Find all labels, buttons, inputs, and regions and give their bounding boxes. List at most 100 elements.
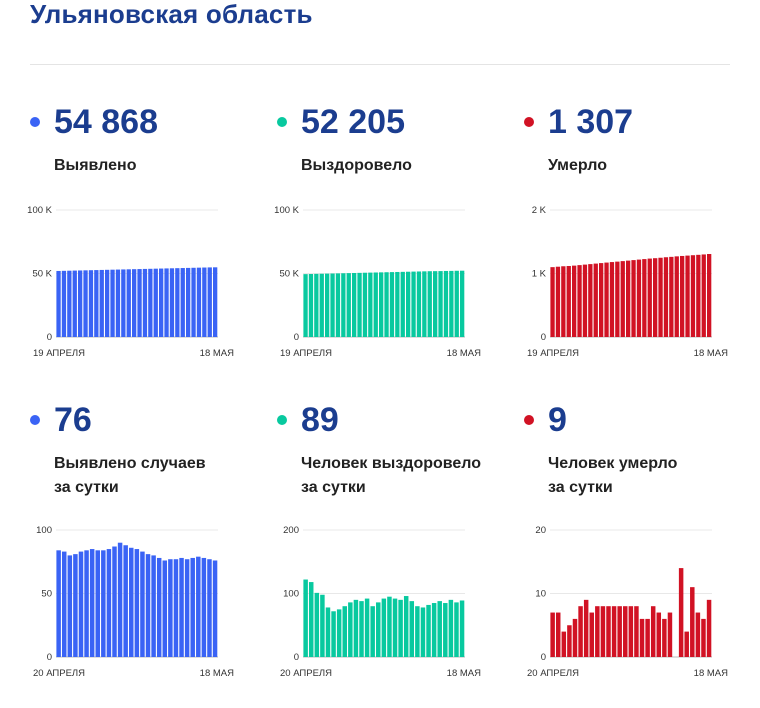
bar (389, 272, 395, 337)
bar (364, 598, 370, 657)
bar (331, 611, 336, 657)
bar (142, 268, 148, 337)
bar (636, 259, 642, 337)
bar (112, 546, 117, 657)
bar (335, 273, 341, 337)
bar (656, 612, 662, 657)
bar (415, 606, 420, 657)
bar (690, 587, 695, 657)
bar (308, 582, 314, 657)
bar (403, 596, 409, 657)
legend-dot (524, 117, 534, 127)
bar (320, 594, 325, 657)
stat-label: Умерло (548, 157, 607, 174)
x-end-label: 18 МАЯ (694, 348, 728, 359)
bar (357, 272, 362, 337)
bar (678, 568, 684, 657)
chart-detected-total: 0 50 K 100 K 19 АПРЕЛЯ 18 МАЯ (27, 205, 234, 359)
stat-label: за сутки (548, 479, 613, 496)
y-tick-label: 0 (47, 652, 52, 663)
x-start-label: 20 АПРЕЛЯ (33, 668, 85, 679)
bar (690, 255, 696, 337)
bar (653, 258, 658, 337)
bar (620, 261, 625, 337)
bar (443, 603, 448, 657)
y-tick-label: 50 (41, 589, 52, 600)
bar (325, 273, 330, 337)
y-tick-label: 100 (283, 589, 299, 600)
bar (550, 612, 555, 657)
bar (647, 258, 652, 337)
bar (578, 606, 583, 657)
bar (213, 267, 218, 337)
y-tick-label: 200 (283, 525, 299, 536)
x-end-label: 18 МАЯ (200, 668, 234, 679)
bar (561, 631, 567, 657)
bar (196, 556, 201, 657)
bar (173, 559, 179, 657)
y-tick-label: 50 K (32, 269, 52, 280)
bar (667, 612, 673, 657)
bar (78, 551, 84, 657)
x-start-label: 19 АПРЕЛЯ (33, 348, 85, 359)
y-tick-label: 50 K (279, 269, 299, 280)
bar (89, 549, 95, 657)
bar (368, 272, 373, 337)
bar (148, 268, 153, 337)
bar (631, 260, 636, 337)
bar (67, 270, 72, 337)
bar (61, 551, 67, 657)
bar (604, 262, 609, 337)
bar (212, 560, 218, 657)
bar (593, 263, 598, 337)
bar (582, 264, 588, 337)
y-tick-label: 0 (541, 332, 546, 343)
bar (336, 609, 342, 657)
bar (184, 559, 190, 657)
bar (623, 606, 628, 657)
bar (427, 271, 432, 337)
bar (443, 270, 449, 337)
bar (159, 268, 164, 337)
bar (387, 596, 392, 657)
bar (106, 549, 112, 657)
y-tick-label: 2 K (532, 205, 547, 216)
bar (588, 264, 593, 337)
bar (169, 268, 175, 337)
legend-dot (277, 415, 287, 425)
y-tick-label: 100 (36, 525, 52, 536)
bar (201, 557, 207, 657)
bar (129, 547, 134, 657)
bar (426, 604, 431, 657)
bar (84, 550, 89, 657)
bar (105, 269, 110, 337)
bar (384, 272, 389, 337)
y-tick-label: 1 K (532, 269, 547, 280)
bar (186, 267, 191, 337)
bar (73, 554, 78, 657)
bar (577, 265, 582, 337)
bar (99, 269, 104, 337)
panel-detected-daily: 76 Выявлено случаев за сутки 0 50 100 20 АПРЕЛ… (30, 398, 250, 708)
bar (153, 268, 158, 337)
x-end-label: 18 МАЯ (694, 668, 728, 679)
bar (379, 272, 384, 337)
bar (398, 599, 403, 657)
bar (115, 269, 121, 337)
bar (325, 607, 331, 657)
bar (433, 271, 438, 337)
x-end-label: 18 МАЯ (447, 348, 481, 359)
bar (555, 266, 561, 337)
y-tick-label: 0 (294, 332, 299, 343)
stat-label: Выздоровело (301, 157, 412, 174)
bar (134, 549, 140, 657)
panel-recovered-daily: 89 Человек выздоровело за сутки 0 100 200 20 А… (277, 398, 497, 708)
bar (352, 272, 357, 337)
bar (56, 550, 61, 657)
bar (583, 599, 589, 657)
stat-label: за сутки (301, 479, 366, 496)
bar (190, 557, 195, 657)
bar (168, 559, 173, 657)
bar (617, 606, 622, 657)
bar (202, 267, 207, 337)
